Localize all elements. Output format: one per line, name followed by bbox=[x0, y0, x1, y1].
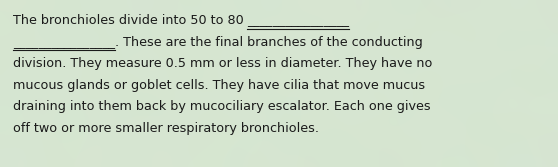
Text: division. They measure 0.5 mm or less in diameter. They have no: division. They measure 0.5 mm or less in… bbox=[13, 57, 432, 70]
Text: off two or more smaller respiratory bronchioles.: off two or more smaller respiratory bron… bbox=[13, 122, 319, 135]
Text: mucous glands or goblet cells. They have cilia that move mucus: mucous glands or goblet cells. They have… bbox=[13, 79, 425, 92]
Text: draining into them back by mucociliary escalator. Each one gives: draining into them back by mucociliary e… bbox=[13, 100, 430, 113]
Text: ________________: ________________ bbox=[247, 14, 349, 27]
Text: . These are the final branches of the conducting: . These are the final branches of the co… bbox=[115, 36, 422, 49]
Text: ________________: ________________ bbox=[13, 36, 115, 49]
Text: The bronchioles divide into 50 to 80: The bronchioles divide into 50 to 80 bbox=[13, 14, 247, 27]
